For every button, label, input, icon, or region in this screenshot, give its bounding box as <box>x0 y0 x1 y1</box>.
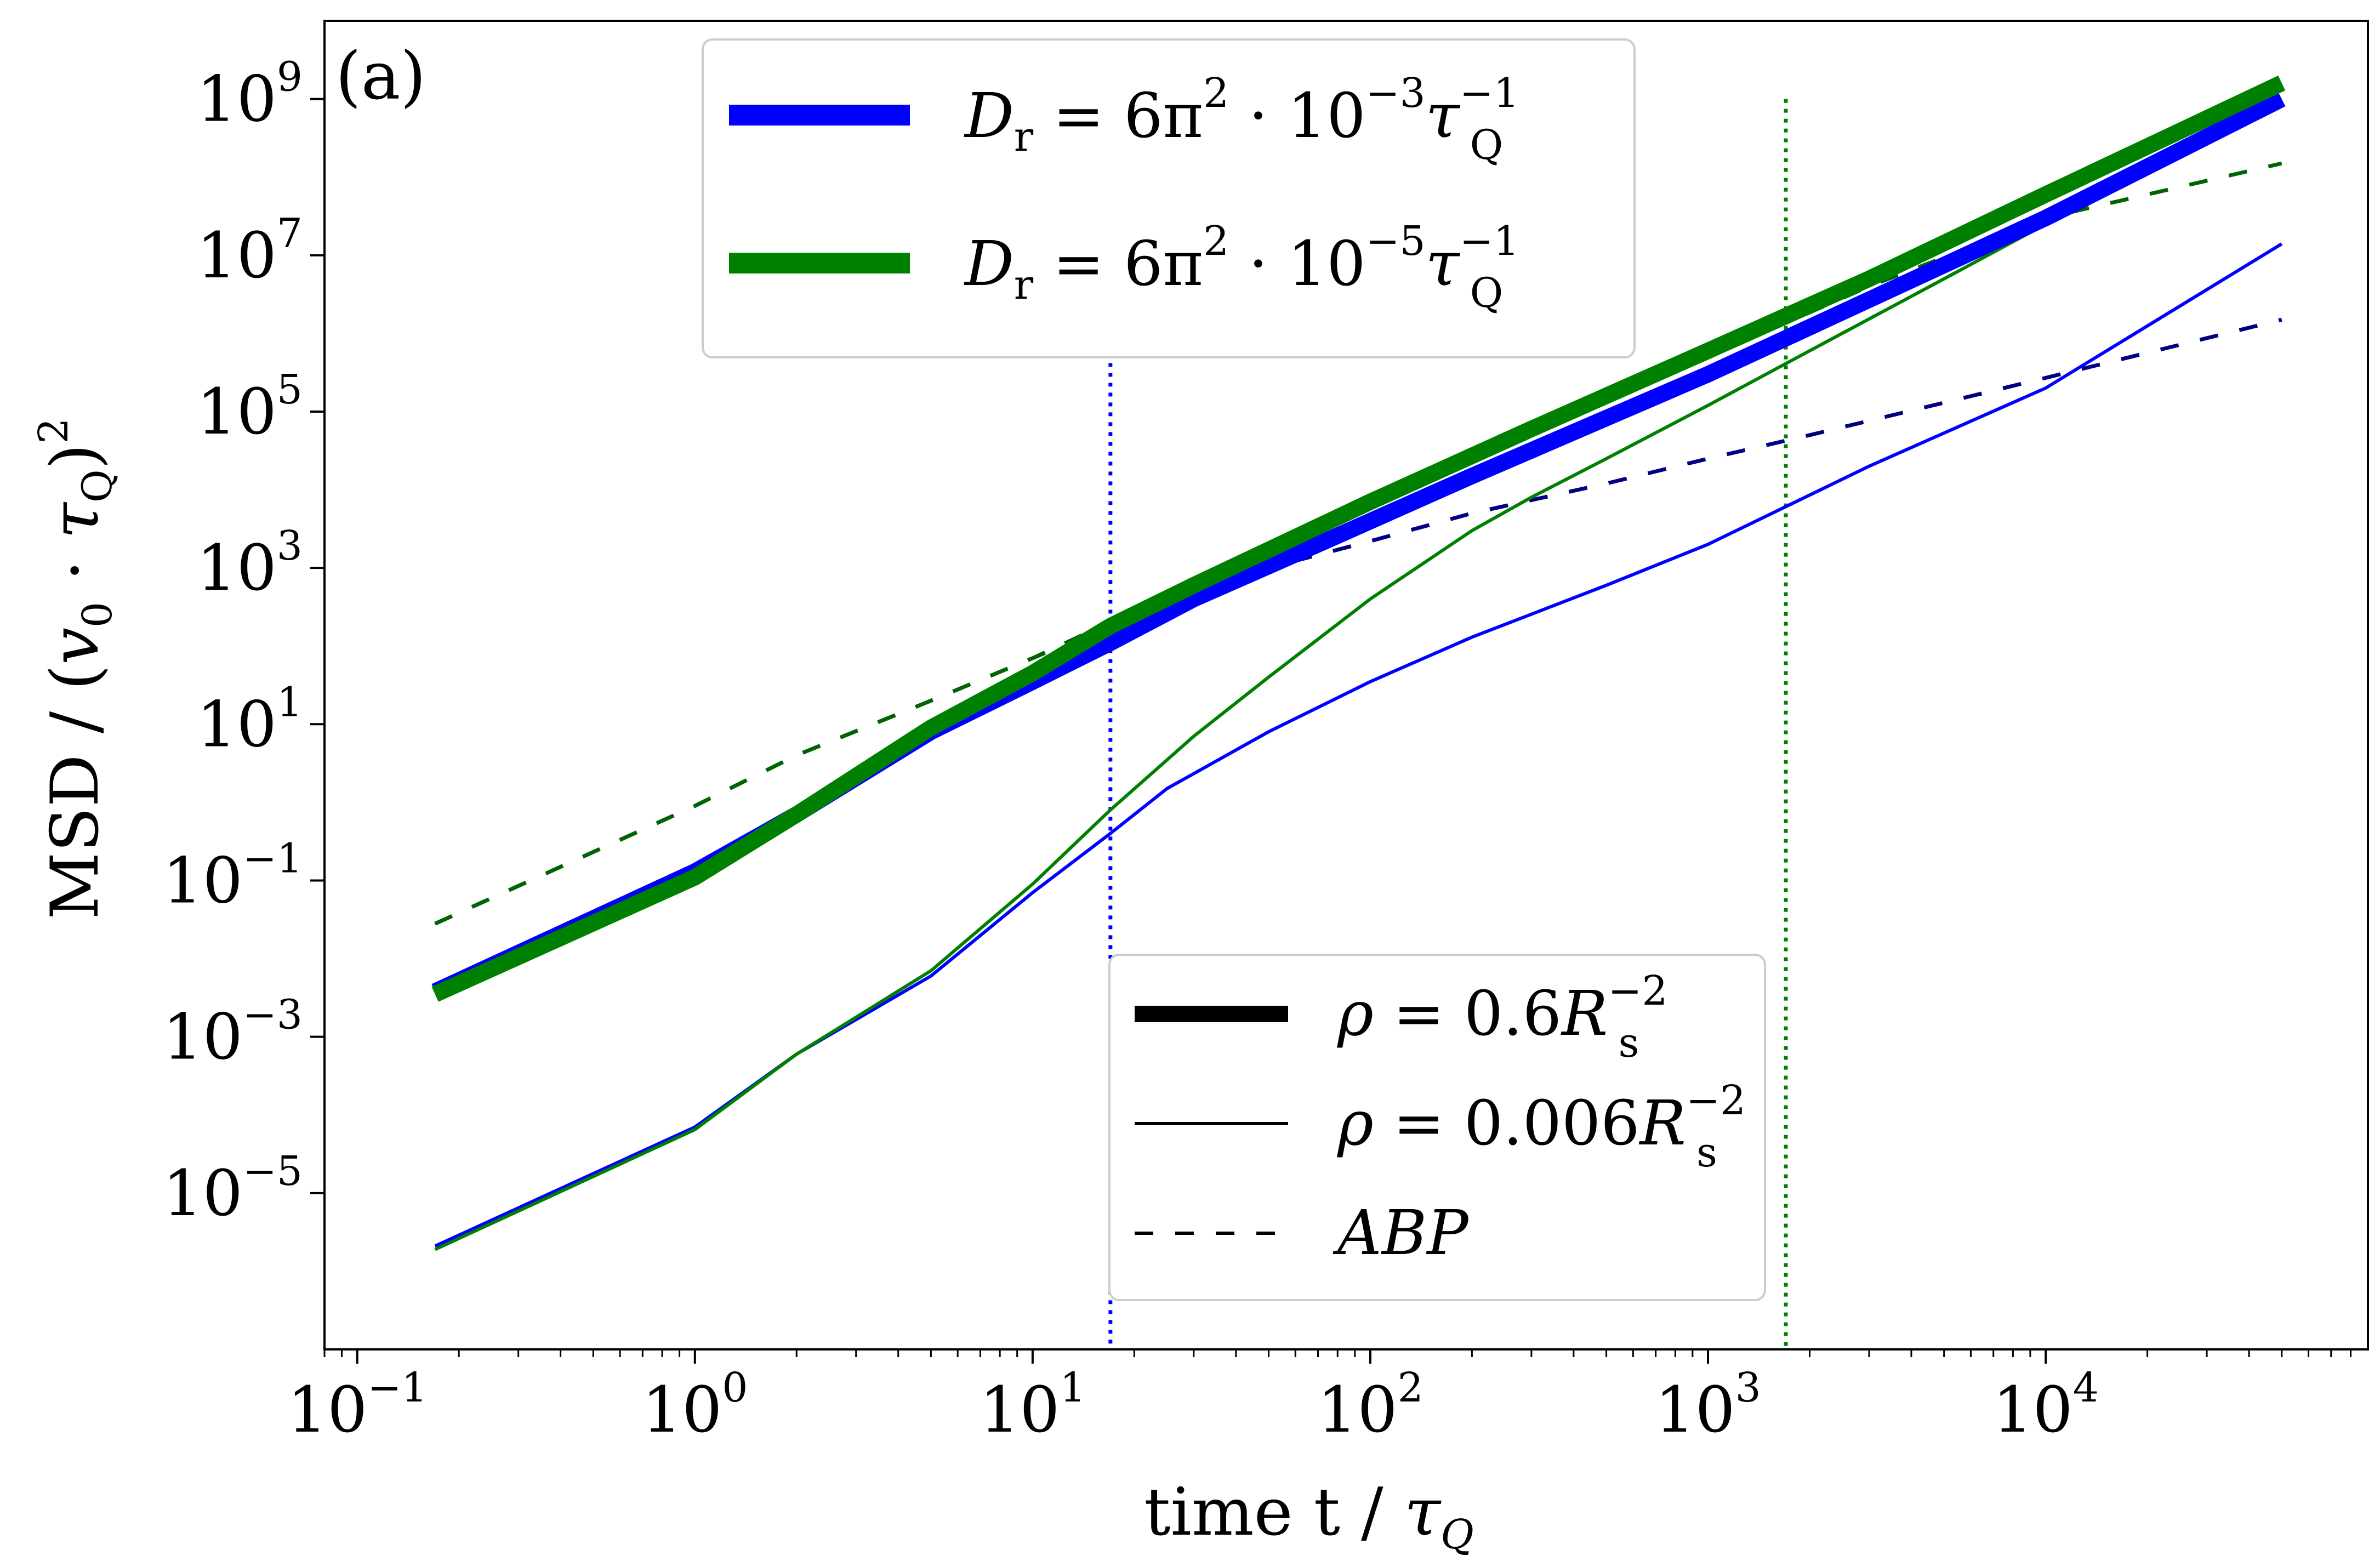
y-tick-label: 10−3 <box>163 992 303 1074</box>
y-tick-label: 101 <box>197 679 303 761</box>
plot-area <box>431 75 2286 1349</box>
legend-dr: Dr = 6π2 · 10−3τ−1 Q Dr = 6π2 · 10−5τ−1 Q <box>702 38 1636 358</box>
x-tick-label: 102 <box>1317 1364 1423 1447</box>
y-tick-label: 107 <box>197 210 303 293</box>
y-axis-title: MSD / (v0 · τQ)2 <box>30 418 121 919</box>
legend-rho-label-2: ρ = 0.006R−2 s <box>1337 1077 1746 1176</box>
x-tick-label: 101 <box>980 1364 1085 1447</box>
legend-rho-box <box>1108 954 1766 1301</box>
legend-dr-box <box>702 38 1636 358</box>
series-dashed-navy-line <box>434 317 2282 926</box>
panel-label: (a) <box>335 38 426 115</box>
legend-dr-label-2: Dr = 6π2 · 10−5τ−1 Q <box>964 218 1519 317</box>
y-tick-label: 10−5 <box>163 1148 303 1230</box>
plot-frame <box>323 20 2369 1351</box>
y-axis-title-group: MSD / (v0 · τQ)2 <box>30 418 121 919</box>
x-tick-label: 104 <box>1992 1364 2098 1447</box>
legend-rho-label-1: ρ = 0.6R−2 s <box>1337 967 1667 1067</box>
x-axis-title: time t / τQ <box>1144 1474 1474 1558</box>
series-thick-green-line <box>431 75 2286 1002</box>
x-tick-label: 103 <box>1655 1364 1761 1447</box>
series-thin-green-line <box>434 101 2283 1251</box>
y-tick-label: 10−1 <box>163 835 303 918</box>
x-tick-label: 100 <box>642 1364 748 1447</box>
x-tick-label: 10−1 <box>287 1364 427 1447</box>
y-tick-label: 103 <box>197 522 303 605</box>
legend-rho: ρ = 0.6R−2 s ρ = 0.006R−2 s ABP <box>1108 954 1766 1301</box>
legend-dr-label-1: Dr = 6π2 · 10−3τ−1 Q <box>964 70 1519 169</box>
axis-ticks: 10−1 100 101 102 103 104 10−5 10−3 10−1 101 103 105… <box>163 54 2351 1447</box>
y-tick-label: 105 <box>197 366 303 449</box>
y-tick-label: 109 <box>197 54 303 136</box>
legend-rho-label-3: ABP <box>1333 1198 1469 1269</box>
